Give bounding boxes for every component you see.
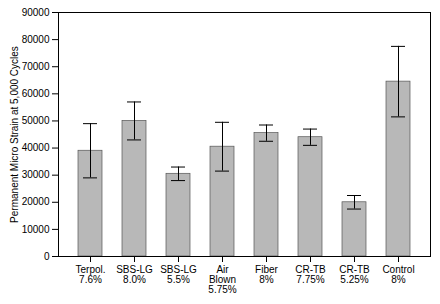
svg-text:70000: 70000	[22, 61, 50, 72]
svg-text:90000: 90000	[22, 7, 50, 18]
svg-text:Terpol.7.6%: Terpol.7.6%	[75, 264, 105, 285]
svg-text:10000: 10000	[22, 224, 50, 235]
svg-text:50000: 50000	[22, 115, 50, 126]
svg-text:80000: 80000	[22, 34, 50, 45]
svg-text:Control8%: Control8%	[382, 264, 414, 285]
svg-text:CR-TB7.75%: CR-TB7.75%	[295, 264, 326, 285]
svg-text:60000: 60000	[22, 88, 50, 99]
svg-text:AirBlown5.75%: AirBlown5.75%	[208, 264, 236, 295]
svg-text:Fiber8%: Fiber8%	[255, 264, 278, 285]
svg-text:0: 0	[44, 251, 50, 262]
svg-text:20000: 20000	[22, 196, 50, 207]
svg-text:30000: 30000	[22, 169, 50, 180]
svg-text:Permanent Micro Strain at 5,00: Permanent Micro Strain at 5,000 Cycles	[9, 46, 20, 223]
svg-text:SBS-LG5.5%: SBS-LG5.5%	[160, 264, 197, 285]
svg-text:40000: 40000	[22, 142, 50, 153]
svg-text:SBS-LG8.0%: SBS-LG8.0%	[116, 264, 153, 285]
svg-text:CR-TB5.25%: CR-TB5.25%	[339, 264, 370, 285]
